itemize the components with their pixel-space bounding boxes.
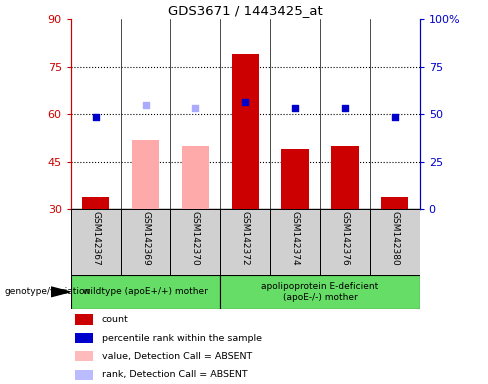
Point <box>391 114 399 121</box>
Text: value, Detection Call = ABSENT: value, Detection Call = ABSENT <box>102 352 252 361</box>
Bar <box>71 275 220 309</box>
Text: GSM142372: GSM142372 <box>241 211 250 266</box>
Bar <box>282 149 309 209</box>
Bar <box>270 209 320 275</box>
Text: GSM142367: GSM142367 <box>91 211 100 266</box>
Point <box>142 102 149 108</box>
Bar <box>121 209 170 275</box>
Bar <box>231 54 259 209</box>
Text: wildtype (apoE+/+) mother: wildtype (apoE+/+) mother <box>83 287 208 296</box>
Bar <box>71 209 121 275</box>
Bar <box>331 146 359 209</box>
Bar <box>75 351 93 361</box>
Text: GSM142380: GSM142380 <box>390 211 399 266</box>
Polygon shape <box>51 287 70 297</box>
Bar <box>220 275 420 309</box>
Bar <box>370 209 420 275</box>
Bar <box>132 140 159 209</box>
Bar <box>220 209 270 275</box>
Text: GSM142369: GSM142369 <box>141 211 150 266</box>
Text: GSM142370: GSM142370 <box>191 211 200 266</box>
Text: rank, Detection Call = ABSENT: rank, Detection Call = ABSENT <box>102 371 247 379</box>
Point <box>92 114 100 121</box>
Text: GSM142376: GSM142376 <box>341 211 349 266</box>
Text: count: count <box>102 315 128 324</box>
Point <box>341 105 349 111</box>
Bar <box>320 209 370 275</box>
Text: GSM142374: GSM142374 <box>290 211 300 266</box>
Point <box>242 99 249 105</box>
Bar <box>75 314 93 324</box>
Bar <box>182 146 209 209</box>
Bar <box>75 370 93 380</box>
Bar <box>82 197 109 209</box>
Bar <box>170 209 220 275</box>
Text: apolipoprotein E-deficient
(apoE-/-) mother: apolipoprotein E-deficient (apoE-/-) mot… <box>262 282 379 302</box>
Title: GDS3671 / 1443425_at: GDS3671 / 1443425_at <box>168 3 323 17</box>
Point <box>191 105 199 111</box>
Point <box>291 105 299 111</box>
Bar <box>75 333 93 343</box>
Text: genotype/variation: genotype/variation <box>5 287 91 296</box>
Text: percentile rank within the sample: percentile rank within the sample <box>102 334 262 343</box>
Bar <box>381 197 408 209</box>
